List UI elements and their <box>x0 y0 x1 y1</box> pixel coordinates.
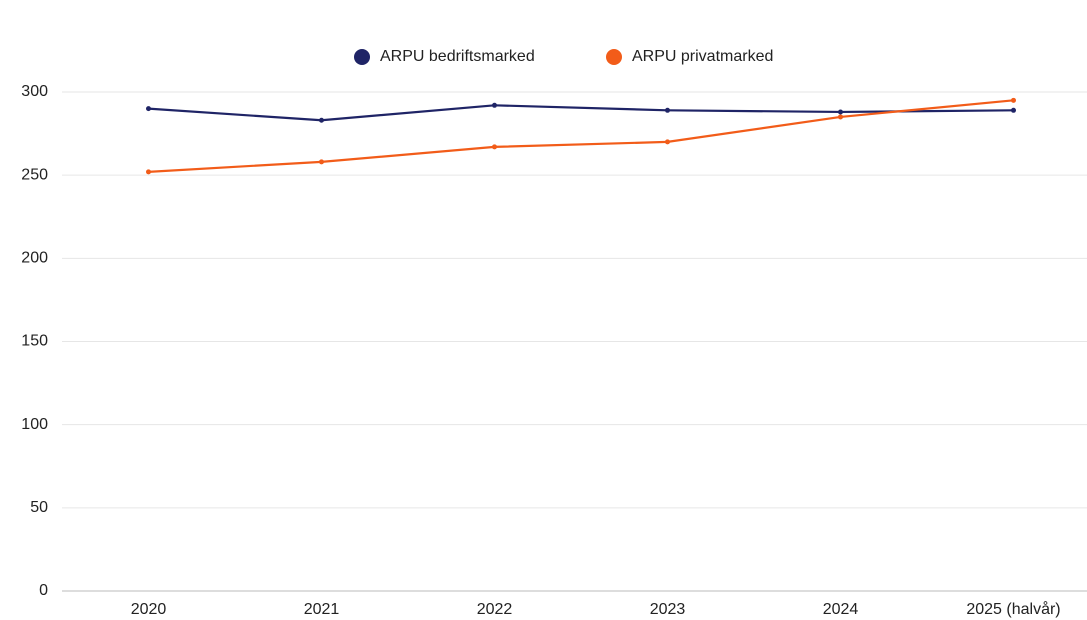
legend-label: ARPU privatmarked <box>632 48 773 65</box>
x-tick-label: 2022 <box>477 601 513 618</box>
data-point <box>1011 97 1016 103</box>
legend-marker <box>354 49 370 65</box>
y-tick-label: 50 <box>30 499 48 516</box>
x-tick-label: 2024 <box>823 601 859 618</box>
data-point <box>146 106 151 112</box>
y-tick-label: 200 <box>21 250 48 267</box>
data-point <box>838 114 843 120</box>
x-tick-label: 2025 (halvår) <box>966 600 1060 618</box>
y-tick-label: 250 <box>21 166 48 183</box>
data-point <box>319 159 324 165</box>
data-point <box>492 102 497 108</box>
y-tick-label: 150 <box>21 333 48 350</box>
data-point <box>492 144 497 150</box>
data-point <box>1011 107 1016 113</box>
legend-marker <box>606 49 622 65</box>
data-point <box>146 169 151 175</box>
data-point <box>665 139 670 145</box>
data-point <box>665 107 670 113</box>
legend-label: ARPU bedriftsmarked <box>380 48 535 65</box>
x-tick-label: 2021 <box>304 601 340 618</box>
x-tick-label: 2023 <box>650 601 686 618</box>
x-tick-label: 2020 <box>131 601 167 618</box>
data-point <box>838 109 843 115</box>
series-line <box>148 104 1014 122</box>
y-tick-label: 300 <box>21 83 48 100</box>
series-line <box>148 99 1014 173</box>
y-tick-label: 0 <box>39 582 48 599</box>
data-point <box>319 117 324 123</box>
y-tick-label: 100 <box>21 416 48 433</box>
